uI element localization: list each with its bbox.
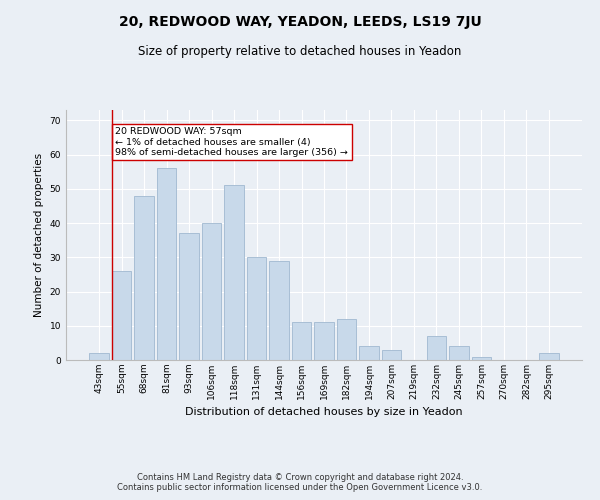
Bar	[269, 260, 289, 360]
Bar	[157, 168, 176, 360]
Bar	[292, 322, 311, 360]
Bar	[382, 350, 401, 360]
Bar	[472, 356, 491, 360]
Y-axis label: Number of detached properties: Number of detached properties	[34, 153, 44, 317]
X-axis label: Distribution of detached houses by size in Yeadon: Distribution of detached houses by size …	[185, 408, 463, 418]
Text: Contains HM Land Registry data © Crown copyright and database right 2024.: Contains HM Land Registry data © Crown c…	[137, 474, 463, 482]
Bar	[539, 353, 559, 360]
Bar	[449, 346, 469, 360]
Bar	[427, 336, 446, 360]
Bar	[247, 258, 266, 360]
Bar	[112, 271, 131, 360]
Text: Size of property relative to detached houses in Yeadon: Size of property relative to detached ho…	[139, 45, 461, 58]
Bar	[314, 322, 334, 360]
Bar	[179, 234, 199, 360]
Bar	[359, 346, 379, 360]
Bar	[224, 186, 244, 360]
Text: 20 REDWOOD WAY: 57sqm
← 1% of detached houses are smaller (4)
98% of semi-detach: 20 REDWOOD WAY: 57sqm ← 1% of detached h…	[115, 127, 348, 157]
Bar	[202, 223, 221, 360]
Bar	[134, 196, 154, 360]
Text: Contains public sector information licensed under the Open Government Licence v3: Contains public sector information licen…	[118, 484, 482, 492]
Text: 20, REDWOOD WAY, YEADON, LEEDS, LS19 7JU: 20, REDWOOD WAY, YEADON, LEEDS, LS19 7JU	[119, 15, 481, 29]
Bar	[89, 353, 109, 360]
Bar	[337, 319, 356, 360]
